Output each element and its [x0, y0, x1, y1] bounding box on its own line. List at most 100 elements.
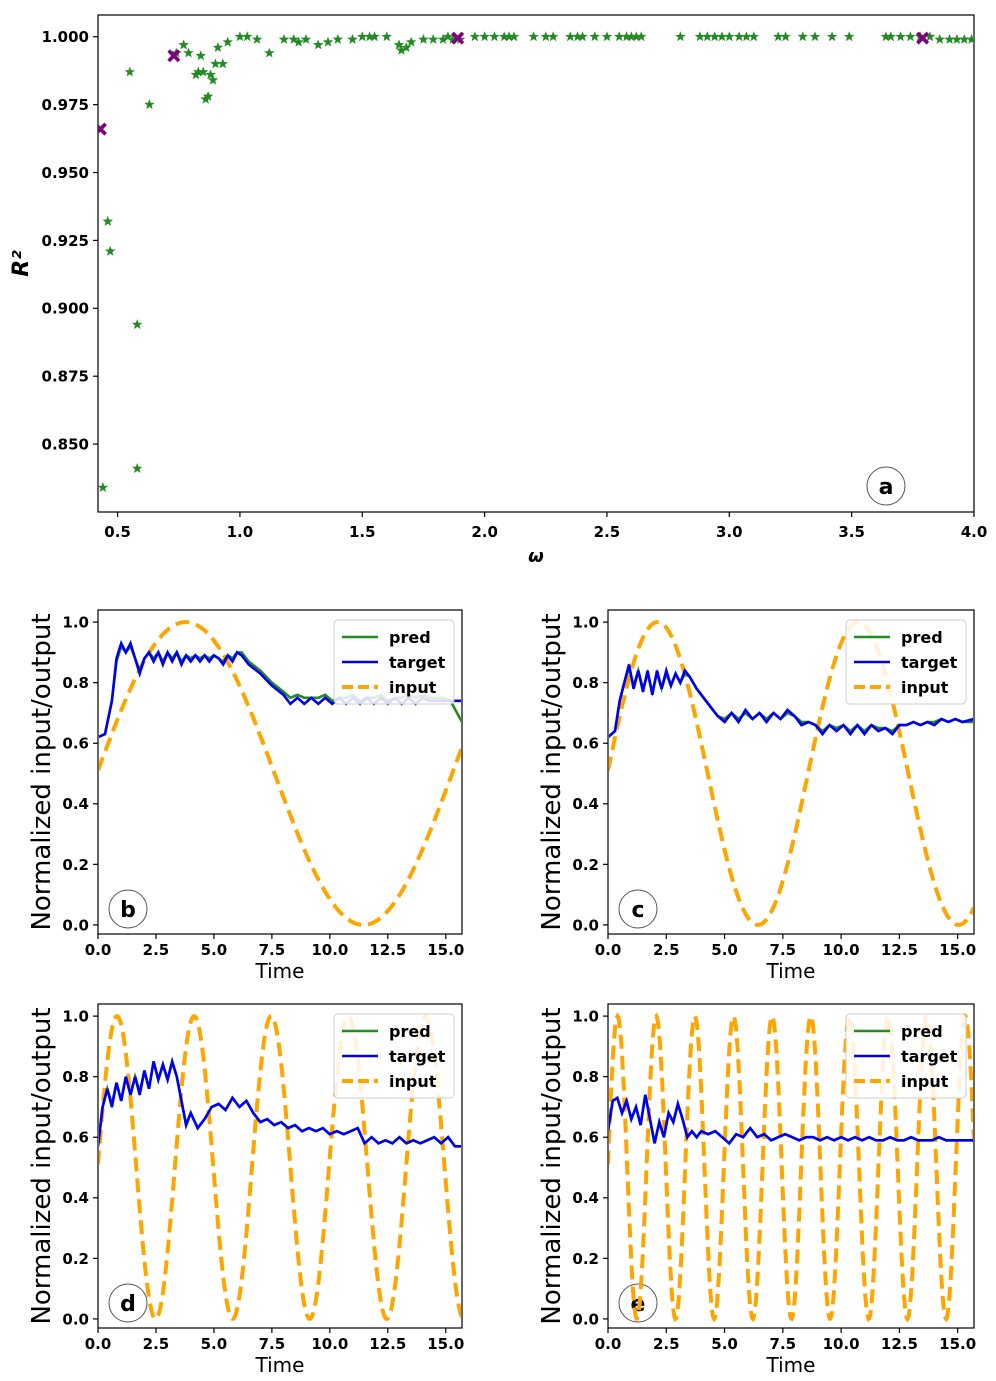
- y-tick-label: 0.8: [62, 674, 89, 692]
- x-point: [98, 122, 107, 136]
- star-point: [565, 31, 576, 42]
- star-point: [540, 31, 551, 42]
- star-point: [709, 31, 720, 42]
- axes-frame: [97, 14, 975, 513]
- star-point: [313, 39, 324, 50]
- x-tick-label: 5.0: [711, 941, 738, 959]
- y-tick-label: 1.000: [42, 28, 89, 46]
- star-point: [396, 44, 407, 55]
- y-tick-label: 0.6: [62, 1129, 89, 1147]
- star-point: [508, 31, 520, 42]
- x-tick-label: 12.5: [369, 1335, 406, 1353]
- star-point: [675, 31, 686, 42]
- panel-label-circle: [108, 889, 148, 929]
- x-tick-label: 5.0: [201, 941, 228, 959]
- y-tick-label: 0.4: [572, 795, 599, 813]
- y-tick-label: 0.0: [572, 1310, 599, 1328]
- x-point: [451, 31, 465, 45]
- x-tick-label: 7.5: [259, 941, 286, 959]
- panel-label-circle: [108, 1283, 148, 1323]
- x-tick-label: 0.0: [85, 941, 112, 959]
- x-tick-label: 12.5: [881, 941, 918, 959]
- y-axis-label: Normalized input/output: [27, 613, 57, 930]
- y-tick-label: 0.925: [42, 232, 89, 250]
- x-tick-label: 15.0: [939, 941, 976, 959]
- star-point: [885, 31, 896, 42]
- x-tick-label: 2.5: [143, 941, 170, 959]
- legend-label-pred: pred: [389, 628, 431, 647]
- x-tick-label: 15.0: [427, 1335, 464, 1353]
- x-tick-label: 15.0: [939, 1335, 976, 1353]
- star-point: [418, 33, 429, 44]
- star-point: [278, 33, 290, 44]
- x-tick-label: 7.5: [259, 1335, 286, 1353]
- star-point: [489, 31, 500, 42]
- y-tick-label: 0.8: [572, 674, 599, 692]
- star-point: [797, 31, 808, 42]
- x-tick-label: 15.0: [427, 941, 464, 959]
- star-point: [905, 31, 916, 42]
- star-point: [300, 33, 312, 44]
- x-axis-label: ω: [528, 546, 544, 567]
- star-point: [702, 31, 713, 42]
- panel-label: d: [120, 1292, 136, 1317]
- star-point: [347, 33, 358, 44]
- star-point: [895, 31, 906, 42]
- x-tick-label: 2.5: [653, 941, 680, 959]
- panel-label-circle: [618, 889, 658, 929]
- x-point: [916, 31, 930, 45]
- input-line: [99, 1013, 461, 1322]
- star-point: [406, 36, 417, 47]
- legend-label-target: target: [901, 653, 958, 672]
- star-point: [369, 31, 380, 42]
- star-point: [589, 31, 600, 42]
- legend-box: [333, 1013, 455, 1099]
- star-point: [572, 31, 583, 42]
- star-point: [198, 66, 209, 77]
- star-point: [234, 31, 246, 42]
- y-tick-label: 1.0: [62, 614, 89, 632]
- y-axis-label: Normalized input/output: [537, 1007, 567, 1324]
- star-point: [741, 31, 752, 42]
- panel-d: 0.0 2.5 5.0 7.5 10.0 12.5 15.0 0.0 0.2 0.4 0.6 0.8 1…: [27, 1003, 464, 1377]
- y-tick-label: 0.6: [572, 1129, 599, 1147]
- x-tick-label: 12.5: [881, 1335, 918, 1353]
- y-axis-label: R²: [9, 250, 34, 277]
- star-point: [934, 33, 945, 44]
- x-tick-label: 10.0: [823, 941, 860, 959]
- star-point: [205, 69, 216, 80]
- target-line: [609, 664, 973, 739]
- star-point: [601, 31, 613, 42]
- x-tick-label: 1.0: [227, 523, 254, 541]
- star-point: [322, 36, 334, 47]
- star-point: [499, 31, 510, 42]
- star-point: [944, 33, 955, 44]
- target-line: [99, 1056, 461, 1148]
- star-point: [178, 39, 189, 50]
- x-point: [167, 49, 181, 63]
- x-axis-label: Time: [766, 959, 816, 983]
- star-point: [124, 66, 135, 77]
- x-tick-label: 0.0: [595, 941, 622, 959]
- star-point: [195, 50, 206, 61]
- panel-label: b: [120, 898, 136, 923]
- legend-label-target: target: [389, 1047, 446, 1066]
- star-point: [631, 31, 642, 42]
- plot-lines: [99, 1013, 461, 1322]
- star-point: [780, 31, 791, 42]
- star-point: [437, 33, 449, 44]
- x-tick-label: 10.0: [823, 1335, 860, 1353]
- star-point: [193, 66, 204, 77]
- star-point: [528, 31, 539, 42]
- star-point: [222, 36, 233, 47]
- legend-box: [333, 619, 455, 705]
- scatter-points: [98, 31, 974, 492]
- x-tick-label: 10.0: [311, 1335, 348, 1353]
- plot-lines: [609, 1012, 973, 1323]
- star-point: [428, 33, 439, 44]
- star-point: [332, 33, 343, 44]
- y-axis-label: Normalized input/output: [537, 613, 567, 930]
- y-tick-label: 0.0: [572, 916, 599, 934]
- y-tick-label: 0.2: [572, 856, 599, 874]
